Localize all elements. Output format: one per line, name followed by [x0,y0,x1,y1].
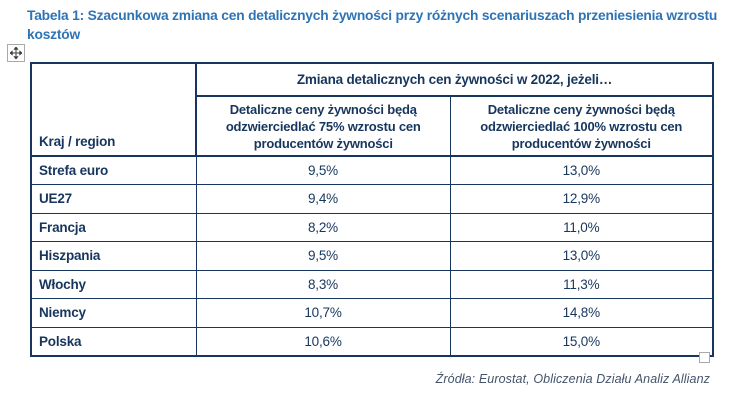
region-cell: Hiszpania [30,241,197,271]
value-75pct: 9,5% [195,155,451,185]
region-cell: Niemcy [30,298,197,328]
value-100pct: 14,8% [449,298,714,328]
food-price-table: Kraj / region Zmiana detalicznych cen ży… [30,62,714,357]
table-row: Włochy 8,3% 11,3% [30,269,714,299]
table-row: Francja 8,2% 11,0% [30,212,714,242]
table-row: Niemcy 10,7% 14,8% [30,298,714,328]
table-row: Strefa euro 9,5% 13,0% [30,155,714,185]
value-75pct: 8,2% [195,212,451,242]
table-row: Hiszpania 9,5% 13,0% [30,241,714,271]
move-icon [10,47,22,59]
value-100pct: 13,0% [449,241,714,271]
value-75pct: 10,6% [195,326,451,356]
table-move-handle[interactable] [7,44,25,62]
value-100pct: 11,0% [449,212,714,242]
value-75pct: 9,5% [195,241,451,271]
value-75pct: 10,7% [195,298,451,328]
column-header-75pct: Detaliczne ceny żywności będą odzwiercie… [195,95,451,157]
table-row: Polska 10,6% 15,0% [30,326,714,356]
value-100pct: 15,0% [449,326,714,356]
value-75pct: 8,3% [195,269,451,299]
value-100pct: 11,3% [449,269,714,299]
table-resize-handle[interactable] [699,352,710,363]
region-cell: Francja [30,212,197,242]
source-note: Źródła: Eurostat, Obliczenia Działu Anal… [435,372,710,386]
region-cell: UE27 [30,184,197,214]
table-caption: Tabela 1: Szacunkowa zmiana cen detalicz… [27,8,718,42]
column-header-100pct: Detaliczne ceny żywności będą odzwiercie… [449,95,714,157]
region-cell: Włochy [30,269,197,299]
spanning-header: Zmiana detalicznych cen żywności w 2022,… [195,62,714,97]
region-cell: Polska [30,326,197,356]
table-row: UE27 9,4% 12,9% [30,184,714,214]
value-75pct: 9,4% [195,184,451,214]
region-cell: Strefa euro [30,155,197,185]
value-100pct: 12,9% [449,184,714,214]
value-100pct: 13,0% [449,155,714,185]
column-header-region: Kraj / region [30,62,197,157]
